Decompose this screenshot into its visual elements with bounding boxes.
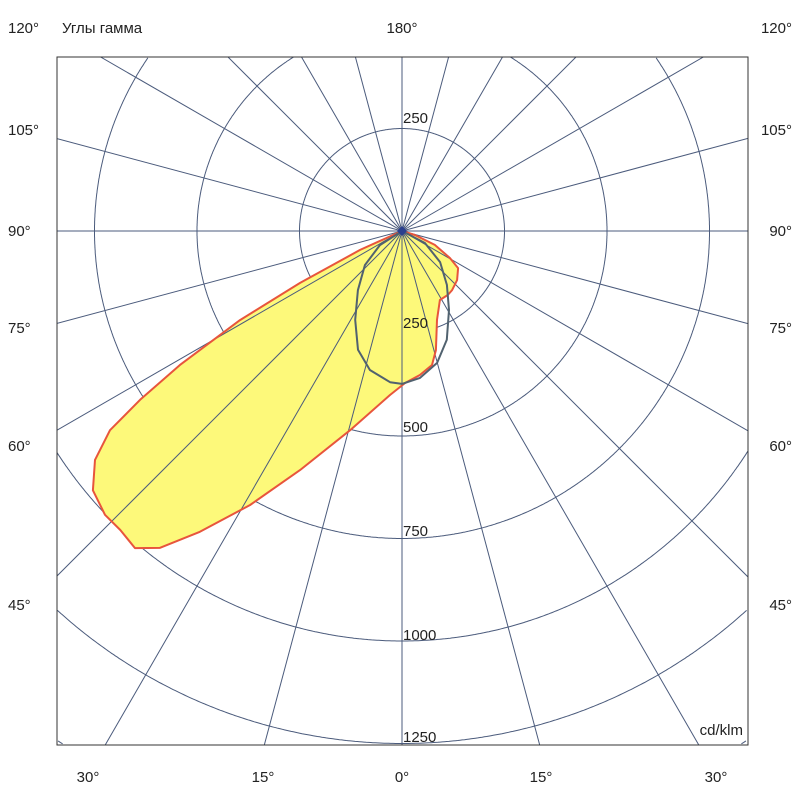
radial-label-1250: 1250 [403, 729, 436, 746]
curves [92, 231, 459, 549]
center-marker [397, 226, 407, 236]
plot-frame [56, 56, 749, 746]
bottom-label-30-left: 30° [77, 769, 100, 786]
grid-spoke-210 [401, 57, 503, 232]
right-label-105: 105° [761, 122, 792, 139]
grid-spoke-150 [301, 57, 403, 232]
grid-spoke-300 [401, 230, 748, 432]
grid-spoke-240 [401, 57, 704, 232]
grid-circle-750 [94, 57, 710, 539]
bottom-label-15-right: 15° [530, 769, 553, 786]
left-label-105: 105° [8, 122, 39, 139]
grid-spoke-120 [100, 57, 403, 232]
right-label-75: 75° [769, 320, 792, 337]
grid-spoke-15 [263, 230, 403, 745]
grid-circle-1000 [57, 451, 748, 642]
bottom-label-0: 0° [395, 769, 409, 786]
corner-label-left: 120° [8, 20, 39, 37]
left-label-60: 60° [8, 438, 31, 455]
grid-spoke-30 [104, 230, 403, 745]
grid-spoke-195 [401, 57, 450, 232]
grid-circle-1500 [57, 740, 747, 745]
corner-label-right: 120° [761, 20, 792, 37]
grid-spoke-330 [401, 230, 700, 745]
radial-label-1000: 1000 [403, 627, 436, 644]
bottom-label-15-left: 15° [252, 769, 275, 786]
chart-title: Углы гамма [62, 20, 143, 37]
grid-spoke-60 [57, 230, 403, 431]
grid-spoke-135 [227, 57, 403, 232]
right-label-90: 90° [769, 223, 792, 240]
left-label-75: 75° [8, 320, 31, 337]
unit-label: cd/klm [700, 722, 743, 739]
series-fill-0 [92, 231, 459, 549]
top-angle-label: 180° [386, 20, 417, 37]
grid-spoke-105 [57, 138, 403, 232]
series-outline-1 [354, 230, 450, 385]
radial-label-250: 250 [403, 315, 428, 332]
bottom-label-30-right: 30° [705, 769, 728, 786]
radial-label-750: 750 [403, 523, 428, 540]
grid-spoke-45 [57, 230, 403, 577]
grid-spoke-255 [401, 137, 748, 232]
left-label-90: 90° [8, 223, 31, 240]
grid-spoke-75 [57, 230, 403, 324]
right-label-60: 60° [769, 438, 792, 455]
left-label-45: 45° [8, 597, 31, 614]
grid-spoke-345 [401, 230, 541, 745]
series-outline-0 [91, 230, 460, 550]
radial-label-500: 500 [403, 419, 428, 436]
right-label-45: 45° [769, 597, 792, 614]
grid-spoke-165 [354, 57, 403, 232]
grid-spoke-225 [401, 57, 577, 232]
radial-label-250-top: 250 [403, 110, 428, 127]
grid-spoke-315 [401, 230, 748, 578]
grid-spoke-285 [401, 230, 748, 325]
